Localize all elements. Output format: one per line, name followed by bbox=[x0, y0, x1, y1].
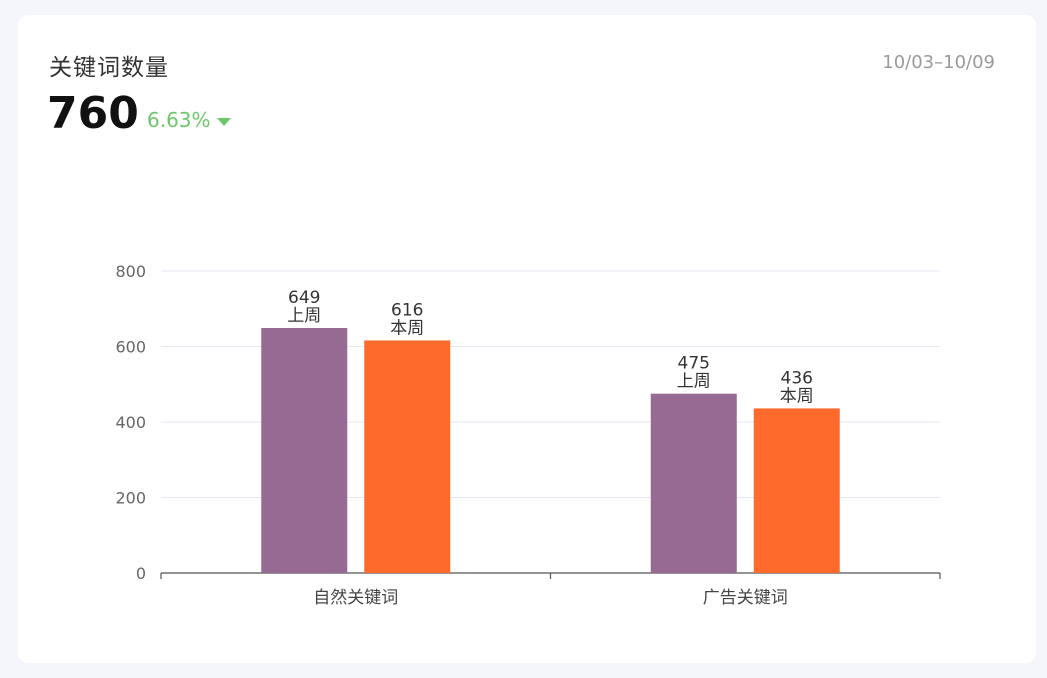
y-tick-label: 0 bbox=[136, 564, 146, 583]
bar-value-label: 436 bbox=[781, 368, 813, 388]
card-title: 关键词数量 bbox=[49, 55, 169, 81]
y-tick-label: 400 bbox=[115, 413, 146, 432]
trend-down-icon bbox=[216, 117, 231, 126]
y-tick-label: 800 bbox=[115, 262, 146, 281]
bar-series-label: 本周 bbox=[390, 318, 424, 338]
bar-series-label: 上周 bbox=[677, 372, 711, 392]
bar-series-label: 本周 bbox=[780, 386, 814, 406]
bar-last-week bbox=[650, 393, 737, 573]
x-category-label: 广告关键词 bbox=[703, 588, 788, 608]
bar-value-label: 616 bbox=[391, 300, 423, 320]
date-range: 10/03–10/09 bbox=[882, 52, 995, 73]
bar-series-label: 上周 bbox=[287, 306, 321, 326]
total-value: 760 bbox=[47, 88, 139, 139]
x-category-label: 自然关键词 bbox=[313, 588, 398, 608]
bar-last-week bbox=[261, 328, 348, 573]
bar-value-label: 475 bbox=[678, 354, 710, 374]
chart-card bbox=[18, 15, 1036, 663]
bar-this-week bbox=[364, 340, 451, 573]
change-percent: 6.63% bbox=[147, 108, 211, 132]
y-tick-label: 600 bbox=[115, 338, 146, 357]
change-indicator: 6.63% bbox=[147, 108, 231, 132]
y-tick-label: 200 bbox=[115, 489, 146, 508]
bar-value-label: 649 bbox=[288, 288, 320, 308]
bar-this-week bbox=[753, 408, 840, 573]
